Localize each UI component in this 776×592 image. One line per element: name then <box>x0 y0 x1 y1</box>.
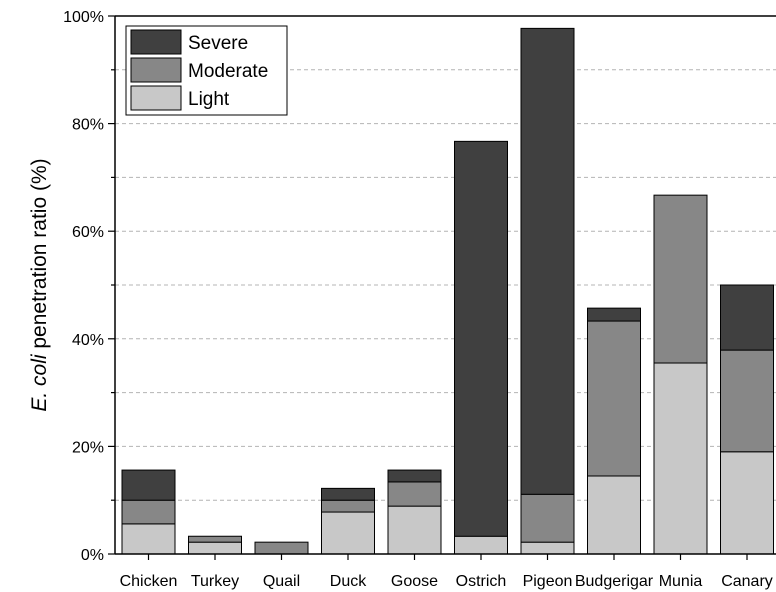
legend-label-moderate: Moderate <box>188 61 268 82</box>
bar-chicken-light <box>121 523 176 555</box>
legend-label-severe: Severe <box>188 33 248 54</box>
y-ticks: 0% 20% 40% 60% 80% 100% <box>63 9 115 564</box>
bar-duck-light <box>321 511 375 555</box>
y-tick-label: 80% <box>72 117 104 134</box>
bar-munia-moderate <box>653 194 708 364</box>
bar-pigeon-moderate <box>520 493 575 543</box>
y-axis-title-italic: E. coli <box>28 353 51 412</box>
bar-budgerigar-severe <box>587 307 641 322</box>
y-tick-label: 60% <box>72 224 104 241</box>
bar-canary-moderate <box>720 349 774 453</box>
bar-canary-light <box>720 451 774 555</box>
legend-swatch-moderate <box>130 57 182 83</box>
x-tick-label-munia: Munia <box>659 573 703 590</box>
y-tick-label: 0% <box>81 547 104 564</box>
legend-label-light: Light <box>188 89 230 110</box>
bar-ostrich-severe <box>454 140 508 537</box>
bar-duck-severe <box>321 487 375 501</box>
bar-budgerigar-light <box>587 475 641 555</box>
y-tick-label: 20% <box>72 439 104 456</box>
y-axis-title-rest: penetration ratio (%) <box>28 158 51 354</box>
bar-budgerigar-moderate <box>587 320 641 477</box>
bar-chicken-severe <box>121 469 176 501</box>
legend-swatch-light <box>130 85 182 111</box>
bar-goose-severe <box>387 469 442 483</box>
x-tick-label-goose: Goose <box>391 573 438 590</box>
y-axis-title: E. coli penetration ratio (%) <box>28 158 51 411</box>
bar-duck-moderate <box>321 499 375 513</box>
x-tick-label-turkey: Turkey <box>191 573 239 590</box>
x-tick-label-budgerigar: Budgerigar <box>575 573 654 590</box>
bar-turkey-light <box>188 541 242 555</box>
bar-goose-moderate <box>387 481 442 507</box>
y-tick-label: 100% <box>63 9 104 26</box>
x-tick-label-quail: Quail <box>263 573 300 590</box>
bar-chicken-moderate <box>121 499 176 525</box>
bar-ostrich-light <box>454 535 508 555</box>
bar-turkey-moderate <box>188 535 242 543</box>
bar-pigeon-light <box>520 541 575 555</box>
bar-canary-severe <box>720 284 774 351</box>
x-tick-label-duck: Duck <box>330 573 367 590</box>
y-tick-label: 40% <box>72 332 104 349</box>
x-tick-label-chicken: Chicken <box>120 573 178 590</box>
bar-goose-light <box>387 505 442 555</box>
bars-group <box>121 27 774 555</box>
x-tick-label-pigeon: Pigeon <box>523 573 573 590</box>
legend: Severe Moderate Light <box>125 25 288 116</box>
x-tick-label-canary: Canary <box>721 573 773 590</box>
legend-swatch-severe <box>130 29 182 55</box>
bar-quail-moderate <box>254 541 309 555</box>
x-ticks: Chicken Turkey Quail Duck Goose Ostrich Pigeon… <box>120 554 773 590</box>
x-tick-label-ostrich: Ostrich <box>456 573 507 590</box>
bar-munia-light <box>653 362 708 555</box>
bar-pigeon-severe <box>520 27 575 495</box>
